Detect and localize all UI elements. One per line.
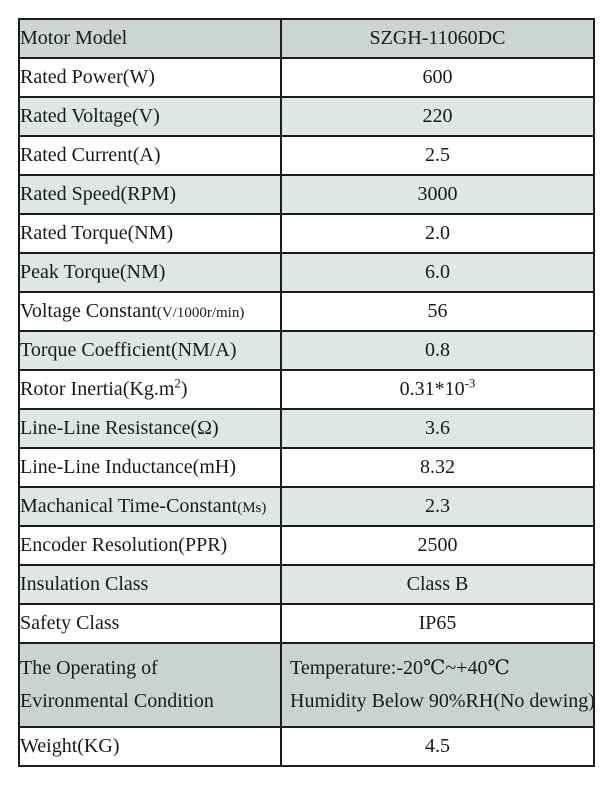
spec-row: Machanical Time-Constant(Ms) 2.3 [18, 486, 595, 527]
spec-label-cell: Rated Power(W) [18, 57, 282, 98]
spec-value-cell: 8.32 [280, 447, 595, 488]
spec-row: Rated Torque(NM) 2.0 [18, 213, 595, 254]
spec-value-cell: Temperature:-20℃~+40℃ Humidity Below 90%R… [280, 642, 595, 728]
spec-label-cell: Line-Line Inductance(mH) [18, 447, 282, 488]
spec-label-cell: Rated Current(A) [18, 135, 282, 176]
spec-label-cell: Rated Speed(RPM) [18, 174, 282, 215]
spec-label-cell: Line-Line Resistance(Ω) [18, 408, 282, 449]
spec-row: Rated Speed(RPM) 3000 [18, 174, 595, 215]
spec-value-cell: 3000 [280, 174, 595, 215]
spec-label-cell: Safety Class [18, 603, 282, 644]
spec-value-cell: 2.0 [280, 213, 595, 254]
spec-label-cell: Machanical Time-Constant(Ms) [18, 486, 282, 527]
spec-value-cell: 6.0 [280, 252, 595, 293]
spec-row: Line-Line Resistance(Ω) 3.6 [18, 408, 595, 449]
spec-value-cell: SZGH-11060DC [280, 18, 595, 59]
spec-label-cell: Rotor Inertia(Kg.m2) [18, 369, 282, 410]
spec-row: Rated Current(A) 2.5 [18, 135, 595, 176]
spec-row: Motor Model SZGH-11060DC [18, 18, 595, 59]
spec-value-cell: 2.5 [280, 135, 595, 176]
spec-row: Voltage Constant(V/1000r/min) 56 [18, 291, 595, 332]
spec-label-cell: Rated Voltage(V) [18, 96, 282, 137]
spec-label-cell: Motor Model [18, 18, 282, 59]
spec-label-cell: Torque Coefficient(NM/A) [18, 330, 282, 371]
spec-label-cell: Encoder Resolution(PPR) [18, 525, 282, 566]
spec-table-body: Motor Model SZGH-11060DC Rated Power(W) … [18, 18, 595, 767]
spec-value-cell: 2.3 [280, 486, 595, 527]
spec-row: Peak Torque(NM) 6.0 [18, 252, 595, 293]
spec-row: Encoder Resolution(PPR) 2500 [18, 525, 595, 566]
spec-row: Rated Power(W) 600 [18, 57, 595, 98]
spec-row: Insulation Class Class B [18, 564, 595, 605]
spec-label-cell: Peak Torque(NM) [18, 252, 282, 293]
spec-label-cell: Rated Torque(NM) [18, 213, 282, 254]
spec-value-cell: Class B [280, 564, 595, 605]
spec-label-cell: Weight(KG) [18, 726, 282, 767]
spec-value-cell: 2500 [280, 525, 595, 566]
spec-value-cell: 0.8 [280, 330, 595, 371]
spec-label-cell: The Operating of Evironmental Condition [18, 642, 282, 728]
spec-value-cell: 56 [280, 291, 595, 332]
spec-value-cell: 220 [280, 96, 595, 137]
motor-spec-table: Motor Model SZGH-11060DC Rated Power(W) … [18, 18, 595, 767]
spec-row: Rotor Inertia(Kg.m2) 0.31*10-3 [18, 369, 595, 410]
spec-value-cell: 3.6 [280, 408, 595, 449]
spec-label-cell: Voltage Constant(V/1000r/min) [18, 291, 282, 332]
spec-row: Rated Voltage(V) 220 [18, 96, 595, 137]
spec-row: The Operating of Evironmental Condition T… [18, 642, 595, 728]
spec-row: Safety Class IP65 [18, 603, 595, 644]
spec-row: Torque Coefficient(NM/A) 0.8 [18, 330, 595, 371]
spec-value-cell: 600 [280, 57, 595, 98]
spec-label-cell: Insulation Class [18, 564, 282, 605]
spec-value-cell: 4.5 [280, 726, 595, 767]
spec-row: Line-Line Inductance(mH) 8.32 [18, 447, 595, 488]
spec-value-cell: 0.31*10-3 [280, 369, 595, 410]
spec-row: Weight(KG) 4.5 [18, 726, 595, 767]
spec-value-cell: IP65 [280, 603, 595, 644]
